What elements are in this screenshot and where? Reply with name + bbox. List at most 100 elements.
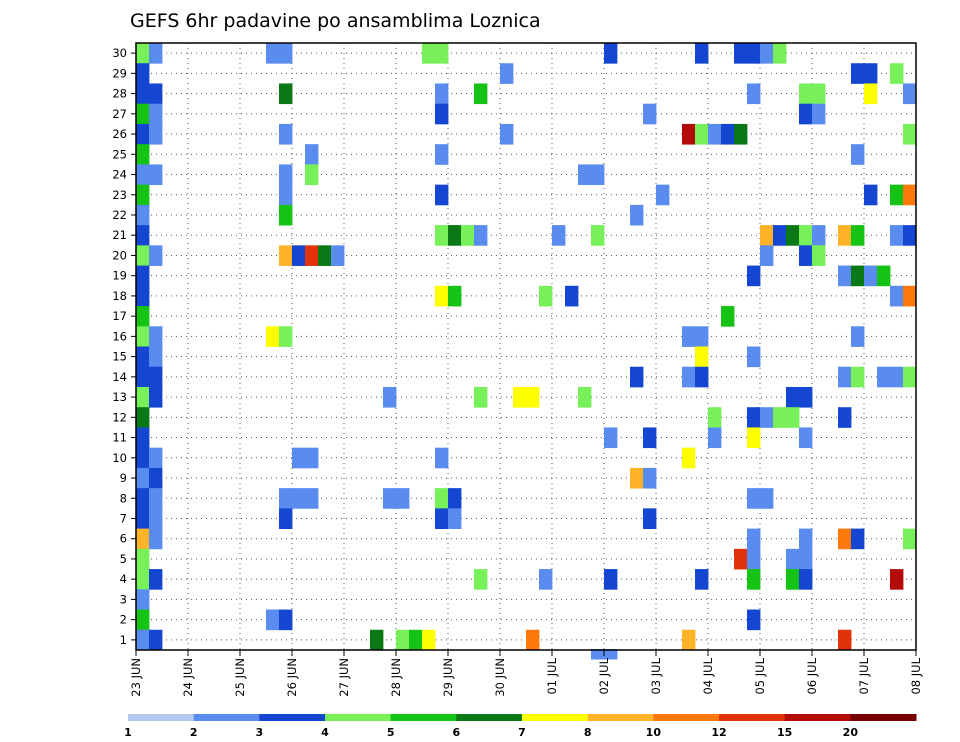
heatmap-cell <box>552 225 566 246</box>
heatmap-cell <box>773 43 787 64</box>
y-tick-label: 13 <box>112 390 127 404</box>
y-tick-label: 23 <box>112 188 127 202</box>
x-tick-label: 29 JUN <box>441 658 455 697</box>
heatmap-cell <box>760 43 774 64</box>
y-tick-label: 12 <box>112 410 127 424</box>
heatmap-cell <box>682 326 696 347</box>
heatmap-cell <box>799 548 813 570</box>
heatmap-cell <box>149 447 163 469</box>
heatmap-cell <box>864 184 878 206</box>
heatmap-cell <box>747 569 761 590</box>
heatmap-cell <box>409 629 423 651</box>
x-axis-ticks: 23 JUN 24 JUN 25 JUN 26 JUN 27 JUN 28 JUN 29 J… <box>129 650 923 697</box>
heatmap-cell <box>682 629 696 651</box>
heatmap-cell <box>851 144 865 165</box>
heatmap-cell <box>279 326 293 347</box>
heatmap-cell <box>851 225 865 246</box>
heatmap-cell <box>851 326 865 347</box>
y-tick-label: 25 <box>112 147 127 161</box>
heatmap-cell <box>695 43 709 64</box>
heatmap-cell <box>435 43 449 64</box>
heatmap-cell <box>149 488 163 509</box>
heatmap-cell <box>591 648 605 660</box>
heatmap-cell <box>799 103 813 125</box>
heatmap-cell <box>786 569 800 590</box>
heatmap-cell <box>864 83 878 105</box>
legend-swatch <box>719 714 786 721</box>
legend-swatch <box>390 714 457 721</box>
y-tick-label: 11 <box>112 431 127 445</box>
y-tick-label: 8 <box>120 491 127 505</box>
heatmap-cell <box>136 326 150 347</box>
heatmap-cell <box>435 103 449 125</box>
heatmap-cell <box>435 285 449 307</box>
heatmap-cell <box>734 548 748 570</box>
heatmap-cell <box>435 508 449 529</box>
heatmap-cell <box>149 629 163 651</box>
heatmap-cell <box>604 648 618 660</box>
heatmap-cell <box>149 164 163 186</box>
y-tick-label: 28 <box>112 87 127 101</box>
heatmap-cell <box>149 326 163 347</box>
heatmap-cell <box>903 285 917 307</box>
heatmap-cell <box>149 123 163 145</box>
heatmap-cell <box>136 346 150 368</box>
y-tick-label: 1 <box>120 633 127 647</box>
heatmap-cell <box>591 225 605 246</box>
legend-swatch <box>325 714 392 721</box>
heatmap-cell <box>773 225 787 246</box>
heatmap-cell <box>136 386 150 408</box>
heatmap-cell <box>695 123 709 145</box>
heatmap-cell <box>799 83 813 105</box>
heatmap-cell <box>760 225 774 246</box>
y-tick-label: 14 <box>112 370 127 384</box>
y-tick-label: 18 <box>112 289 127 303</box>
heatmap-cell <box>136 528 150 550</box>
heatmap-cell <box>266 609 280 631</box>
legend-swatch <box>128 714 195 721</box>
heatmap-cell <box>890 184 904 206</box>
heatmap-cell <box>721 306 735 327</box>
x-tick-label: 07 JUL <box>857 657 871 694</box>
heatmap-cell <box>136 407 150 428</box>
heatmap-cell <box>136 548 150 570</box>
heatmap-cell <box>630 204 644 226</box>
x-tick-label: 24 JUN <box>181 658 195 697</box>
heatmap-cell <box>643 467 657 489</box>
heatmap-cell <box>851 265 865 287</box>
legend-label: 12 <box>711 726 726 739</box>
heatmap-cell <box>903 184 917 206</box>
heatmap-cell <box>435 184 449 206</box>
heatmap-cell <box>799 528 813 550</box>
heatmap-cell <box>435 83 449 105</box>
heatmap-cell <box>136 43 150 64</box>
heatmap-cell <box>838 629 852 651</box>
heatmap-cell <box>799 245 813 266</box>
y-tick-label: 21 <box>112 228 127 242</box>
x-tick-label: 08 JUL <box>909 657 923 694</box>
y-tick-label: 10 <box>112 451 127 465</box>
heatmap-cell <box>695 346 709 368</box>
heatmap-cell <box>851 63 865 84</box>
heatmap-cell <box>565 285 579 307</box>
heatmap-cell <box>747 43 761 64</box>
legend-swatch <box>850 714 917 721</box>
y-tick-label: 15 <box>112 350 127 364</box>
heatmap-cell <box>292 245 306 266</box>
heatmap-cell <box>747 488 761 509</box>
y-tick-label: 17 <box>112 309 127 323</box>
legend-swatch <box>587 714 654 721</box>
heatmap-cell <box>890 225 904 246</box>
heatmap-cell <box>266 326 280 347</box>
heatmap-cell <box>864 63 878 84</box>
heatmap-cell <box>643 508 657 529</box>
color-legend: 1 2 3 4 5 6 7 8 10 12 15 20 <box>124 714 917 739</box>
heatmap-cell <box>760 488 774 509</box>
y-tick-label: 27 <box>112 107 127 121</box>
heatmap-cell <box>435 144 449 165</box>
heatmap-cell <box>474 83 488 105</box>
heatmap-cell <box>500 123 514 145</box>
heatmap-cell <box>903 366 917 388</box>
heatmap-cell <box>305 164 319 186</box>
heatmap-cell <box>305 245 319 266</box>
